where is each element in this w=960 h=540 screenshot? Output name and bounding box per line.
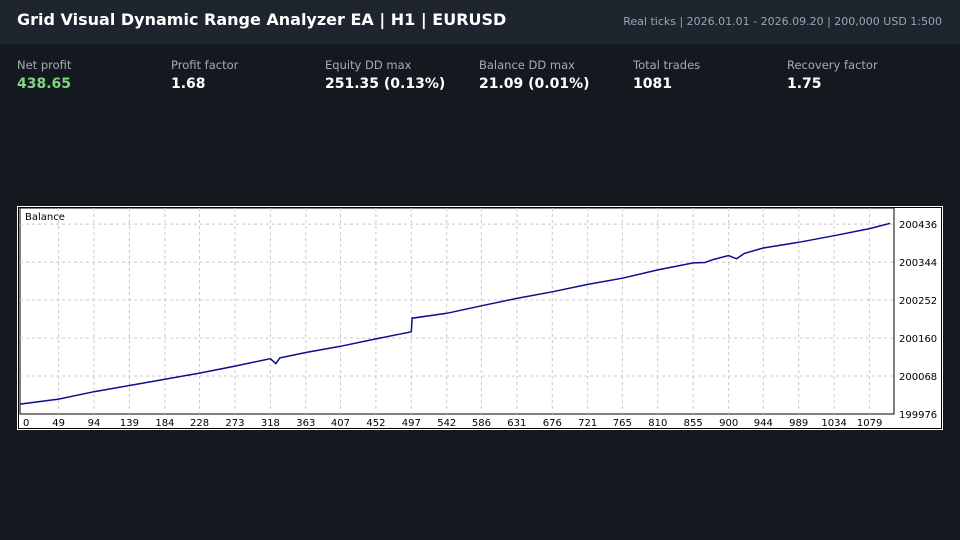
x-tick-label: 139: [120, 418, 139, 429]
y-tick-label: 200252: [899, 296, 937, 307]
x-tick-label: 721: [578, 418, 597, 429]
metric-value: 251.35 (0.13%): [325, 76, 446, 92]
x-tick-label: 184: [155, 418, 174, 429]
metric-label: Equity DD max: [325, 58, 412, 72]
y-tick-label: 200436: [899, 220, 937, 231]
x-tick-label: 228: [190, 418, 209, 429]
y-tick-label: 200344: [899, 258, 937, 269]
metric-value: 438.65: [17, 76, 72, 92]
balance-line: [19, 222, 891, 405]
x-tick-label: 944: [754, 418, 773, 429]
metric-total-trades: Total trades 1081: [633, 58, 783, 92]
x-tick-label: 497: [402, 418, 421, 429]
x-tick-label: 407: [331, 418, 350, 429]
x-tick-label: 273: [225, 418, 244, 429]
metric-value: 21.09 (0.01%): [479, 76, 590, 92]
x-tick-label: 989: [789, 418, 808, 429]
x-tick-label: 318: [261, 418, 280, 429]
y-tick-label: 200068: [899, 372, 937, 383]
x-tick-label: 855: [684, 418, 703, 429]
report-title: Grid Visual Dynamic Range Analyzer EA | …: [17, 10, 507, 29]
metric-equity-dd-max: Equity DD max 251.35 (0.13%): [325, 58, 475, 92]
x-tick-label: 765: [613, 418, 632, 429]
x-tick-label: 49: [52, 418, 65, 429]
report-header: Grid Visual Dynamic Range Analyzer EA | …: [0, 0, 960, 44]
metric-net-profit: Net profit 438.65: [17, 58, 167, 92]
x-tick-label: 1079: [857, 418, 882, 429]
x-tick-label: 631: [507, 418, 526, 429]
x-tick-label: 900: [719, 418, 738, 429]
x-tick-label: 363: [296, 418, 315, 429]
metric-profit-factor: Profit factor 1.68: [171, 58, 321, 92]
balance-chart: 0 49 94 139 184 228 273 318 363 407 452 497 542 586 63…: [17, 206, 943, 430]
x-tick-label: 810: [648, 418, 667, 429]
metric-balance-dd-max: Balance DD max 21.09 (0.01%): [479, 58, 629, 92]
metric-label: Recovery factor: [787, 58, 878, 72]
x-tick-label: 542: [437, 418, 456, 429]
metric-value: 1081: [633, 76, 672, 92]
metric-label: Net profit: [17, 58, 72, 72]
metric-recovery-factor: Recovery factor 1.75: [787, 58, 937, 92]
test-settings-info: Real ticks | 2026.01.01 - 2026.09.20 | 2…: [623, 15, 942, 28]
metric-value: 1.75: [787, 76, 822, 92]
x-tick-label: 94: [88, 418, 101, 429]
metric-value: 1.68: [171, 76, 206, 92]
metric-label: Profit factor: [171, 58, 239, 72]
metric-label: Total trades: [633, 58, 701, 72]
x-tick-label: 1034: [821, 418, 846, 429]
x-tick-label: 586: [472, 418, 491, 429]
y-tick-label: 199976: [899, 410, 937, 421]
x-tick-label: 0: [23, 418, 29, 429]
x-tick-label: 676: [543, 418, 562, 429]
chart-legend: Balance: [25, 212, 65, 223]
metric-label: Balance DD max: [479, 58, 575, 72]
x-tick-label: 452: [366, 418, 385, 429]
y-tick-label: 200160: [899, 334, 937, 345]
balance-chart-svg: 0 49 94 139 184 228 273 318 363 407 452 497 542 586 63…: [18, 207, 942, 429]
